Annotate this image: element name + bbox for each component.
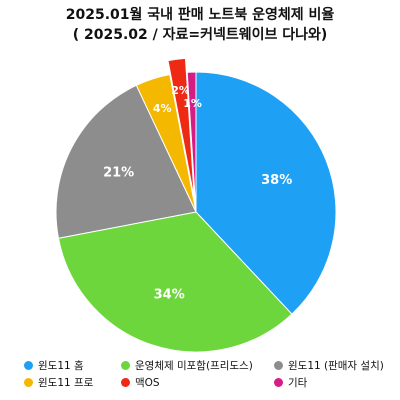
chart-subtitle: ( 2025.02 / 자료=커넥트웨이브 다나와) — [72, 27, 328, 43]
pie-slice-4 — [167, 57, 195, 199]
chart-title: 2025.01월 국내 판매 노트북 운영체제 비율 — [65, 7, 335, 23]
legend-swatch — [121, 378, 130, 387]
legend-item-win11-pro: 윈도11 프로 — [24, 375, 93, 390]
legend-item-win11-home: 윈도11 홈 — [24, 358, 84, 373]
legend-swatch — [274, 361, 283, 370]
legend-label: 윈도11 프로 — [38, 377, 94, 389]
pie-slice-5 — [186, 71, 197, 213]
legend-label: 맥OS — [135, 377, 160, 389]
legend-item-no-os: 운영체제 미포함(프리도스) — [121, 358, 253, 373]
legend-label: 윈도11 (판매자 설치) — [288, 360, 384, 372]
pie-slice-0 — [195, 71, 337, 315]
pie-label-1: 34% — [154, 288, 185, 303]
pie-label-0: 38% — [261, 173, 292, 188]
legend-item-macos: 맥OS — [121, 375, 160, 390]
legend-swatch — [121, 361, 130, 370]
legend-swatch — [24, 361, 33, 370]
pie-label-2: 21% — [103, 166, 134, 181]
pie-chart: 38% 34% 21% 4% 2%1% — [55, 57, 337, 353]
legend-label: 기타 — [288, 377, 308, 389]
legend-swatch — [24, 378, 33, 387]
pie-slice-2 — [55, 84, 197, 239]
legend-item-win11-seller: 윈도11 (판매자 설치) — [274, 358, 384, 373]
legend-label: 운영체제 미포함(프리도스) — [135, 360, 253, 372]
pie-label-3: 4% — [153, 102, 172, 115]
legend-item-other: 기타 — [274, 375, 307, 390]
pie-slice-3 — [135, 73, 197, 213]
pie-slice-1 — [57, 211, 293, 353]
pie-label-4: 2% — [171, 84, 190, 97]
pie-label-5: 1% — [183, 97, 202, 110]
legend-swatch — [274, 378, 283, 387]
chart-legend: 윈도11 홈 운영체제 미포함(프리도스) 윈도11 (판매자 설치) 윈도11… — [24, 358, 394, 394]
legend-label: 윈도11 홈 — [38, 360, 84, 372]
